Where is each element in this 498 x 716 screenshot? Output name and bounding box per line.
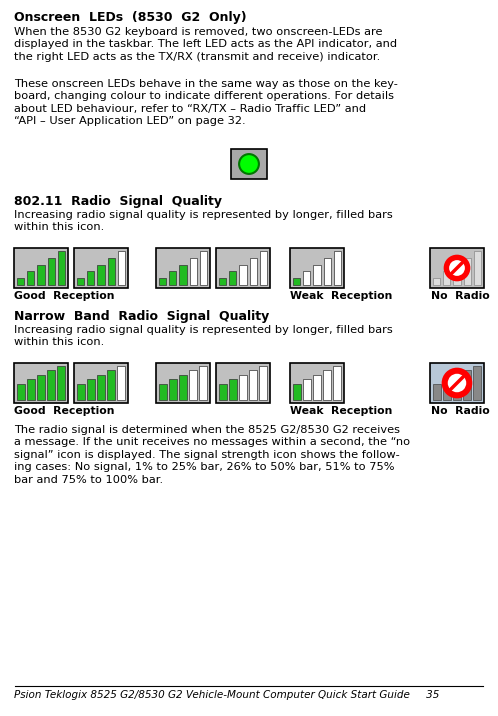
Bar (98, 265, 105, 285)
Bar (189, 370, 197, 400)
Text: Increasing radio signal quality is represented by longer, filled bars
within thi: Increasing radio signal quality is repre… (14, 210, 393, 233)
Circle shape (449, 260, 465, 276)
Bar (118, 366, 125, 400)
Bar (179, 265, 187, 285)
Bar (87, 379, 95, 400)
Bar (17, 384, 25, 400)
Bar (433, 279, 440, 285)
Bar (229, 271, 237, 285)
Bar (290, 363, 344, 403)
Bar (303, 271, 310, 285)
Bar (334, 251, 341, 285)
Bar (474, 251, 481, 285)
Bar (14, 363, 68, 403)
Bar (14, 248, 68, 288)
Bar (27, 271, 34, 285)
Circle shape (443, 369, 471, 397)
Bar (48, 258, 55, 285)
Text: Increasing radio signal quality is represented by longer, filled bars
within thi: Increasing radio signal quality is repre… (14, 325, 393, 347)
Bar (97, 375, 105, 400)
Bar (293, 279, 300, 285)
Bar (249, 370, 257, 400)
Bar (37, 265, 45, 285)
Bar (58, 251, 65, 285)
Text: No  Radio  Link: No Radio Link (431, 406, 498, 416)
Circle shape (448, 374, 466, 392)
Text: The radio signal is determined when the 8525 G2/8530 G2 receives
a message. If t: The radio signal is determined when the … (14, 425, 410, 485)
Bar (37, 375, 45, 400)
Bar (108, 258, 115, 285)
Bar (27, 379, 35, 400)
Text: Weak  Reception: Weak Reception (290, 291, 392, 301)
Bar (453, 265, 461, 285)
Bar (290, 248, 344, 288)
Bar (323, 370, 331, 400)
Bar (199, 366, 207, 400)
Text: These onscreen LEDs behave in the same way as those on the key-
board, changing : These onscreen LEDs behave in the same w… (14, 79, 398, 126)
Bar (74, 363, 128, 403)
Bar (169, 271, 176, 285)
Text: Good  Reception: Good Reception (14, 291, 115, 301)
Bar (169, 379, 177, 400)
Bar (77, 384, 85, 400)
Text: No  Radio  Link: No Radio Link (431, 291, 498, 301)
Bar (313, 265, 321, 285)
Text: Psion Teklogix 8525 G2/8530 G2 Vehicle-Mount Computer Quick Start Guide     35: Psion Teklogix 8525 G2/8530 G2 Vehicle-M… (14, 690, 439, 700)
Bar (57, 366, 65, 400)
Text: When the 8530 G2 keyboard is removed, two onscreen-LEDs are
displayed in the tas: When the 8530 G2 keyboard is removed, tw… (14, 27, 397, 62)
Bar (77, 279, 84, 285)
Bar (179, 375, 187, 400)
Circle shape (445, 256, 469, 280)
Bar (473, 366, 481, 400)
Bar (156, 363, 210, 403)
Bar (74, 248, 128, 288)
Bar (216, 363, 270, 403)
Text: Good  Reception: Good Reception (14, 406, 115, 416)
Bar (324, 258, 331, 285)
Bar (443, 271, 450, 285)
Bar (430, 248, 484, 288)
Bar (200, 251, 207, 285)
Bar (240, 265, 247, 285)
Bar (464, 258, 471, 285)
Text: 802.11  Radio  Signal  Quality: 802.11 Radio Signal Quality (14, 195, 222, 208)
Bar (159, 384, 167, 400)
Bar (47, 370, 55, 400)
Bar (219, 279, 226, 285)
Bar (313, 375, 321, 400)
Bar (219, 384, 227, 400)
Bar (249, 258, 257, 285)
Bar (156, 248, 210, 288)
Bar (453, 375, 461, 400)
Text: Weak  Reception: Weak Reception (290, 406, 392, 416)
Bar (260, 251, 267, 285)
Bar (190, 258, 197, 285)
Bar (293, 384, 301, 400)
Bar (118, 251, 125, 285)
Bar (443, 379, 451, 400)
Circle shape (239, 154, 259, 174)
Bar (107, 370, 115, 400)
Bar (239, 375, 247, 400)
Bar (333, 366, 341, 400)
Bar (231, 149, 267, 179)
Bar (303, 379, 311, 400)
Text: Narrow  Band  Radio  Signal  Quality: Narrow Band Radio Signal Quality (14, 310, 269, 323)
Bar (259, 366, 267, 400)
Bar (87, 271, 95, 285)
Bar (433, 384, 441, 400)
Bar (229, 379, 237, 400)
Text: Onscreen  LEDs  (8530  G2  Only): Onscreen LEDs (8530 G2 Only) (14, 11, 247, 24)
Bar (430, 363, 484, 403)
Bar (17, 279, 24, 285)
Bar (216, 248, 270, 288)
Bar (463, 370, 471, 400)
Bar (159, 279, 166, 285)
